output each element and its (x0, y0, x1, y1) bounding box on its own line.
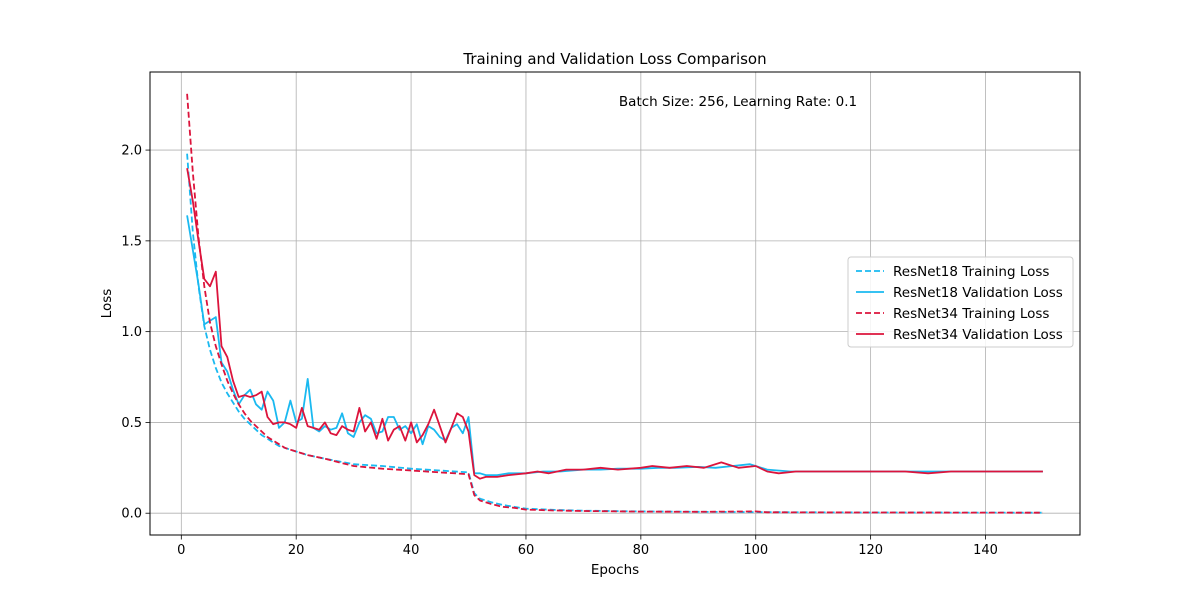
x-tick-label: 60 (518, 543, 535, 558)
plot-frame (149, 71, 1081, 536)
x-tick-label: 0 (177, 543, 185, 558)
y-axis-label: Loss (99, 289, 115, 319)
legend: ResNet18 Training Loss ResNet18 Validatio… (847, 256, 1074, 348)
legend-label: ResNet34 Training Loss (893, 306, 1049, 322)
legend-label: ResNet18 Training Loss (893, 264, 1049, 280)
y-tick-label: 1.0 (121, 325, 142, 340)
x-axis-label: Epochs (591, 562, 639, 578)
series-line-resnet34-training-loss (186, 93, 1043, 514)
series-line-resnet34-validation-loss (186, 168, 1043, 480)
y-tick-label: 1.5 (121, 234, 142, 249)
chart-annotation: Batch Size: 256, Learning Rate: 0.1 (619, 94, 857, 110)
legend-label: ResNet34 Validation Loss (893, 327, 1063, 343)
x-tick-label: 80 (633, 543, 650, 558)
x-tick-label: 40 (403, 543, 420, 558)
y-tick-label: 2.0 (121, 144, 142, 159)
x-tick-label: 120 (858, 543, 883, 558)
legend-label: ResNet18 Validation Loss (893, 285, 1063, 301)
y-axis-ticks: 0.0 0.5 1.0 1.5 2.0 (121, 144, 150, 522)
legend-box (847, 256, 1074, 348)
x-tick-label: 100 (743, 543, 768, 558)
y-tick-label: 0.5 (121, 416, 142, 431)
series-lines (186, 93, 1043, 514)
y-tick-label: 0.0 (121, 507, 142, 522)
chart-title: Training and Validation Loss Comparison (462, 50, 766, 68)
x-axis-ticks: 0 20 40 60 80 100 120 140 (177, 535, 998, 558)
x-tick-label: 140 (973, 543, 998, 558)
x-tick-label: 20 (288, 543, 305, 558)
